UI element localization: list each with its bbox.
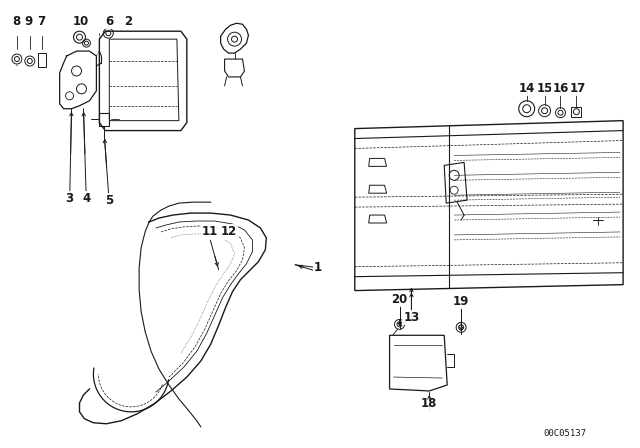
Text: 5: 5 xyxy=(105,194,113,207)
Text: 18: 18 xyxy=(421,397,438,410)
Text: 00C05137: 00C05137 xyxy=(543,429,586,438)
Text: 15: 15 xyxy=(536,82,553,95)
Text: 19: 19 xyxy=(453,295,469,308)
Text: 6: 6 xyxy=(105,15,113,28)
Text: 11: 11 xyxy=(202,225,218,238)
Bar xyxy=(38,53,45,67)
Text: 13: 13 xyxy=(403,311,420,324)
Text: 10: 10 xyxy=(72,15,88,28)
Text: 9: 9 xyxy=(25,15,33,28)
Text: 8: 8 xyxy=(12,15,20,28)
Text: 20: 20 xyxy=(392,293,408,306)
Text: 14: 14 xyxy=(518,82,535,95)
Text: .: . xyxy=(15,58,19,68)
Text: 2: 2 xyxy=(124,15,132,28)
Bar xyxy=(572,107,581,116)
Text: 12: 12 xyxy=(220,225,237,238)
Text: 1: 1 xyxy=(314,261,322,274)
Text: 4: 4 xyxy=(83,192,91,205)
Text: 7: 7 xyxy=(38,15,46,28)
Text: 17: 17 xyxy=(569,82,586,95)
Text: 3: 3 xyxy=(65,192,74,205)
Text: 16: 16 xyxy=(552,82,569,95)
